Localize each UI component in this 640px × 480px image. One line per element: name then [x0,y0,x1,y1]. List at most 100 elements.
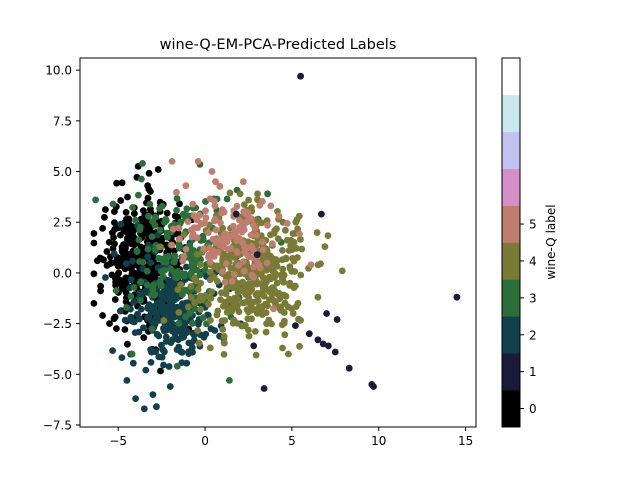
scatter-point [220,232,228,239]
scatter-point [314,336,322,344]
scatter-point [124,340,131,348]
scatter-point [153,403,160,411]
scatter-point [290,284,298,291]
scatter-point [133,248,141,255]
scatter-point [182,245,190,253]
scatter-point [201,219,209,227]
scatter-point [176,235,184,243]
scatter-point [206,245,214,252]
scatter-point [204,229,212,237]
scatter-point [307,261,315,269]
scatter-point [297,316,304,324]
scatter-point [145,212,152,220]
scatter-point [219,268,227,275]
scatter-point [259,238,266,246]
scatter-point [129,257,136,265]
colorbar-segment [502,242,520,280]
scatter-point [128,350,136,358]
scatter-point [109,245,117,252]
scatter-point [139,160,146,167]
scatter-point [345,364,353,372]
scatter-point [111,225,119,233]
scatter-point [240,267,248,275]
scatter-point [148,291,156,299]
scatter-point [220,238,228,246]
scatter-point [317,260,324,268]
scatter-point [229,319,237,327]
scatter-point [173,206,181,214]
scatter-point [245,253,253,261]
colorbar-tick-label: 2 [529,328,537,342]
y-tick-label: 10.0 [45,64,72,78]
scatter-point [206,268,214,276]
scatter-point [178,270,186,277]
scatter-point [127,292,135,300]
scatter-point [140,334,148,341]
scatter-point [283,220,291,227]
scatter-point [219,326,227,333]
scatter-point [221,317,229,324]
scatter-point [208,288,216,296]
scatter-point [197,306,205,313]
scatter-point [227,245,235,252]
scatter-point [248,271,256,279]
scatter-point [190,336,198,344]
scatter-point [110,250,118,258]
scatter-point [131,210,138,218]
scatter-point [140,405,148,413]
scatter-point [333,316,341,323]
scatter-point [106,320,113,327]
scatter-point [207,294,215,302]
scatter-point [127,265,135,273]
scatter-point [263,259,271,267]
scatter-point [211,197,218,205]
scatter-point [97,287,104,295]
scatter-point [177,281,185,289]
scatter-point [174,286,182,294]
colorbar-segment [502,316,520,354]
scatter-point [296,342,303,350]
scatter-point [212,239,219,246]
scatter-point [175,224,183,232]
scatter-point [129,359,137,367]
scatter-point [264,190,271,198]
scatter-point [189,200,197,208]
scatter-point [148,348,155,356]
colorbar-frame [501,57,521,428]
scatter-point [239,238,247,246]
scatter-point [110,315,118,323]
x-tick-label: −5 [109,434,127,448]
scatter-point [102,274,109,281]
scatter-point [124,193,131,201]
scatter-point [250,221,257,229]
scatter-point [177,218,185,226]
scatter-point [120,241,127,249]
scatter-point [182,263,190,271]
scatter-point [253,231,260,239]
scatter-point [266,273,273,281]
scatter-point [231,271,238,278]
scatter-point [121,326,129,333]
scatter-point [232,210,240,218]
chart-title: wine-Q-EM-PCA-Predicted Labels [160,37,397,53]
scatter-point [208,168,216,175]
scatter-point [319,340,327,348]
scatter-point [125,252,132,259]
scatter-point [298,245,306,253]
scatter-point [182,182,190,190]
scatter-point [148,233,156,241]
scatter-point [111,219,118,227]
scatter-point [221,339,228,347]
scatter-point [130,298,138,306]
scatter-point [149,285,157,293]
scatter-point [144,182,152,190]
scatter-point [111,296,119,303]
scatter-point [149,391,157,398]
scatter-point [240,201,248,209]
y-tick-label: −7.5 [43,418,72,432]
scatter-point [167,265,174,273]
scatter-point [216,182,224,190]
scatter-point [129,204,137,211]
scatter-point [194,158,202,165]
scatter-point [105,238,113,246]
